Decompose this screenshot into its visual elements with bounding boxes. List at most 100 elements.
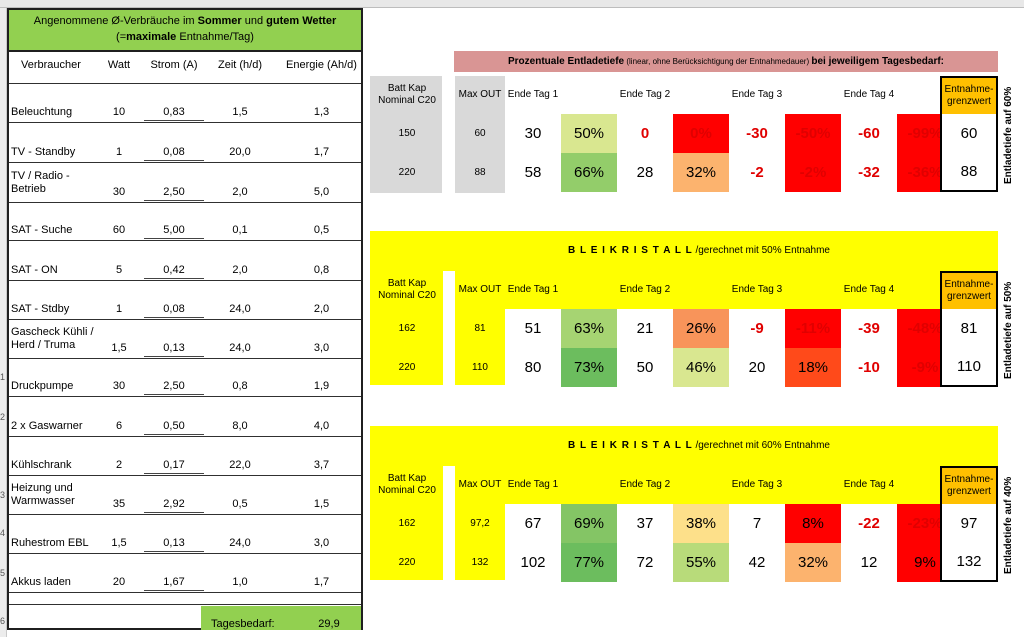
consumer-name: Akkus laden xyxy=(11,576,71,588)
row-divider xyxy=(9,436,361,437)
day-percent: 0% xyxy=(673,114,729,153)
header-day: Ende Tag 4 xyxy=(843,89,895,100)
consumer-energie: 3,0 xyxy=(313,537,330,549)
day-percent: 55% xyxy=(673,543,729,582)
consumer-strom: 0,08 xyxy=(163,303,185,315)
row-divider xyxy=(9,280,361,281)
row-header-strip: 1 2 3 4 5 6 xyxy=(0,8,7,637)
day-percent: 26% xyxy=(673,309,729,348)
row-number[interactable]: 1 xyxy=(0,372,6,382)
consumer-zeit: 24,0 xyxy=(229,303,251,315)
block-title-rest: /gerechnet mit 60% Entnahme xyxy=(692,440,830,451)
batt-col-bg xyxy=(370,76,442,193)
row-divider xyxy=(9,553,361,554)
consumer-strom: 0,42 xyxy=(163,264,185,276)
consumer-name: Kühlschrank xyxy=(11,459,72,471)
batt-value: 162 xyxy=(398,517,416,529)
consumer-strom: 0,13 xyxy=(163,537,185,549)
consumer-name: Heizung und Warmwasser xyxy=(11,482,75,507)
row-divider xyxy=(9,122,361,123)
day-amount: -30 xyxy=(729,114,785,153)
day-percent: 50% xyxy=(561,114,617,153)
row-divider xyxy=(9,592,361,593)
limit-value: 60 xyxy=(940,114,998,153)
consumer-zeit: 20,0 xyxy=(229,146,251,158)
row-number[interactable]: 4 xyxy=(0,528,6,538)
side-label: Entladetiefe auf 50% xyxy=(1003,281,1014,379)
consumer-strom: 5,00 xyxy=(163,224,185,236)
consumer-name: Beleuchtung xyxy=(11,106,73,118)
consumer-zeit: 0,5 xyxy=(232,498,248,510)
consumer-name: 2 x Gaswarner xyxy=(11,420,83,432)
day-percent: -11% xyxy=(785,309,841,348)
consumer-watt: 60 xyxy=(112,224,126,236)
consumer-watt: 1 xyxy=(115,303,123,315)
day-amount: -39 xyxy=(841,309,897,348)
consumer-zeit: 1,5 xyxy=(232,106,248,118)
row-number[interactable]: 2 xyxy=(0,412,6,422)
day-amount: 50 xyxy=(617,348,673,387)
consumption-table: Angenommene Ø-Verbräuche im Sommer und g… xyxy=(7,8,363,630)
day-amount: 58 xyxy=(505,153,561,192)
header-day: Ende Tag 3 xyxy=(731,284,783,295)
row-number[interactable]: 6 xyxy=(0,616,6,626)
underline xyxy=(144,278,204,279)
header-day: Ende Tag 4 xyxy=(843,284,895,295)
percentage-title: Prozentuale Entladetiefe (linear, ohne B… xyxy=(454,56,998,68)
block-title-rest: /gerechnet mit 50% Entnahme xyxy=(692,245,830,256)
consumer-strom: 2,50 xyxy=(163,186,185,198)
consumer-strom: 1,67 xyxy=(163,576,185,588)
consumer-strom: 0,17 xyxy=(163,459,185,471)
row-divider xyxy=(9,358,361,359)
row-number[interactable]: 5 xyxy=(0,568,6,578)
day-percent: 69% xyxy=(561,504,617,543)
max-value: 60 xyxy=(474,127,486,139)
percentage-title-cell[interactable] xyxy=(454,51,998,72)
day-amount: -9 xyxy=(729,309,785,348)
row-divider xyxy=(9,240,361,241)
day-amount: 51 xyxy=(505,309,561,348)
consumption-title-cell[interactable] xyxy=(9,10,361,50)
block-title-bold: B L E I K R I S T A L L xyxy=(568,440,693,451)
underline xyxy=(144,512,204,513)
header-day: Ende Tag 3 xyxy=(731,479,783,490)
batt-value: 220 xyxy=(398,166,416,178)
consumer-zeit: 22,0 xyxy=(229,459,251,471)
consumer-energie: 2,0 xyxy=(313,303,330,315)
consumer-name: Druckpumpe xyxy=(11,380,74,392)
row-number[interactable]: 3 xyxy=(0,490,6,500)
consumer-energie: 4,0 xyxy=(313,420,330,432)
underline xyxy=(144,160,204,161)
percentage-title-note: (linear, ohne Berücksichtigung der Entna… xyxy=(624,57,812,66)
day-percent: 46% xyxy=(673,348,729,387)
underline xyxy=(144,120,204,121)
consumer-energie: 3,7 xyxy=(313,459,330,471)
consumer-watt: 30 xyxy=(112,186,126,198)
consumer-strom: 0,83 xyxy=(163,106,185,118)
total-cell[interactable] xyxy=(201,606,361,630)
batt-value: 220 xyxy=(398,556,416,568)
consumer-energie: 1,7 xyxy=(313,576,330,588)
max-value: 81 xyxy=(474,322,486,334)
day-amount: 37 xyxy=(617,504,673,543)
limit-value: 81 xyxy=(940,309,998,348)
day-amount: 102 xyxy=(505,543,561,582)
consumer-name: Gascheck Kühli / Herd / Truma xyxy=(11,326,94,351)
day-amount: 20 xyxy=(729,348,785,387)
consumer-energie: 5,0 xyxy=(313,186,330,198)
batt-value: 150 xyxy=(398,127,416,139)
total-row xyxy=(9,604,361,605)
day-amount: -32 xyxy=(841,153,897,192)
day-percent: 38% xyxy=(673,504,729,543)
day-percent: 77% xyxy=(561,543,617,582)
day-percent: -50% xyxy=(785,114,841,153)
day-amount: 0 xyxy=(617,114,673,153)
day-percent: 32% xyxy=(785,543,841,582)
batt-value: 220 xyxy=(398,361,416,373)
underline xyxy=(144,473,204,474)
header-limit: Entnahme-grenzwert xyxy=(940,271,998,309)
consumer-name: SAT - Suche xyxy=(11,224,73,236)
consumer-zeit: 2,0 xyxy=(232,186,248,198)
max-col-bg xyxy=(455,76,505,193)
day-amount: 7 xyxy=(729,504,785,543)
